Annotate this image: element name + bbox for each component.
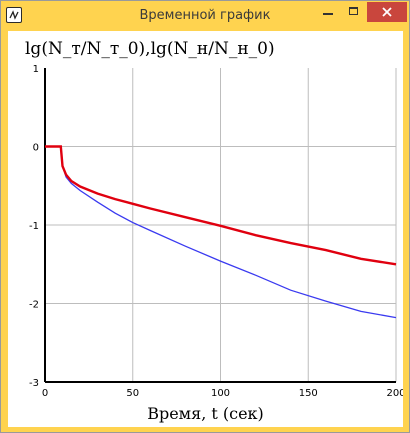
x-tick-label: 0 (42, 388, 48, 399)
x-tick-label: 100 (211, 388, 230, 399)
x-axis-label: Время, t (сек) (147, 404, 264, 423)
minimize-icon (323, 13, 333, 15)
chart-title: lg(N_т/N_т_0),lg(N_н/N_н_0) (25, 39, 275, 59)
plot-app-icon[interactable] (6, 7, 22, 23)
x-tick-label: 150 (299, 388, 318, 399)
x-tick-label: 200 (386, 388, 403, 399)
y-tick-label: -2 (29, 300, 39, 311)
close-button[interactable] (367, 2, 407, 22)
y-tick-label: -3 (29, 378, 39, 389)
plot-area: 0 50 100 150 200 1 0 -1 -2 -3 lg(N_т/N_т_0),lg(N_… (8, 31, 403, 427)
maximize-button[interactable] (341, 2, 367, 22)
y-tick-label: 1 (33, 64, 39, 75)
close-icon (382, 7, 392, 17)
minimize-button[interactable] (315, 2, 341, 22)
y-tick-label: 0 (33, 143, 39, 154)
window-title: Временной график (139, 8, 271, 23)
y-tick-label: -1 (29, 221, 39, 232)
title-bar[interactable]: Временной график (1, 1, 409, 31)
x-tick-label: 50 (126, 388, 139, 399)
plot-app-glyph (9, 10, 19, 20)
line-chart[interactable]: 0 50 100 150 200 1 0 -1 -2 -3 (8, 31, 403, 427)
maximize-icon (349, 7, 358, 15)
series-line (45, 145, 397, 266)
